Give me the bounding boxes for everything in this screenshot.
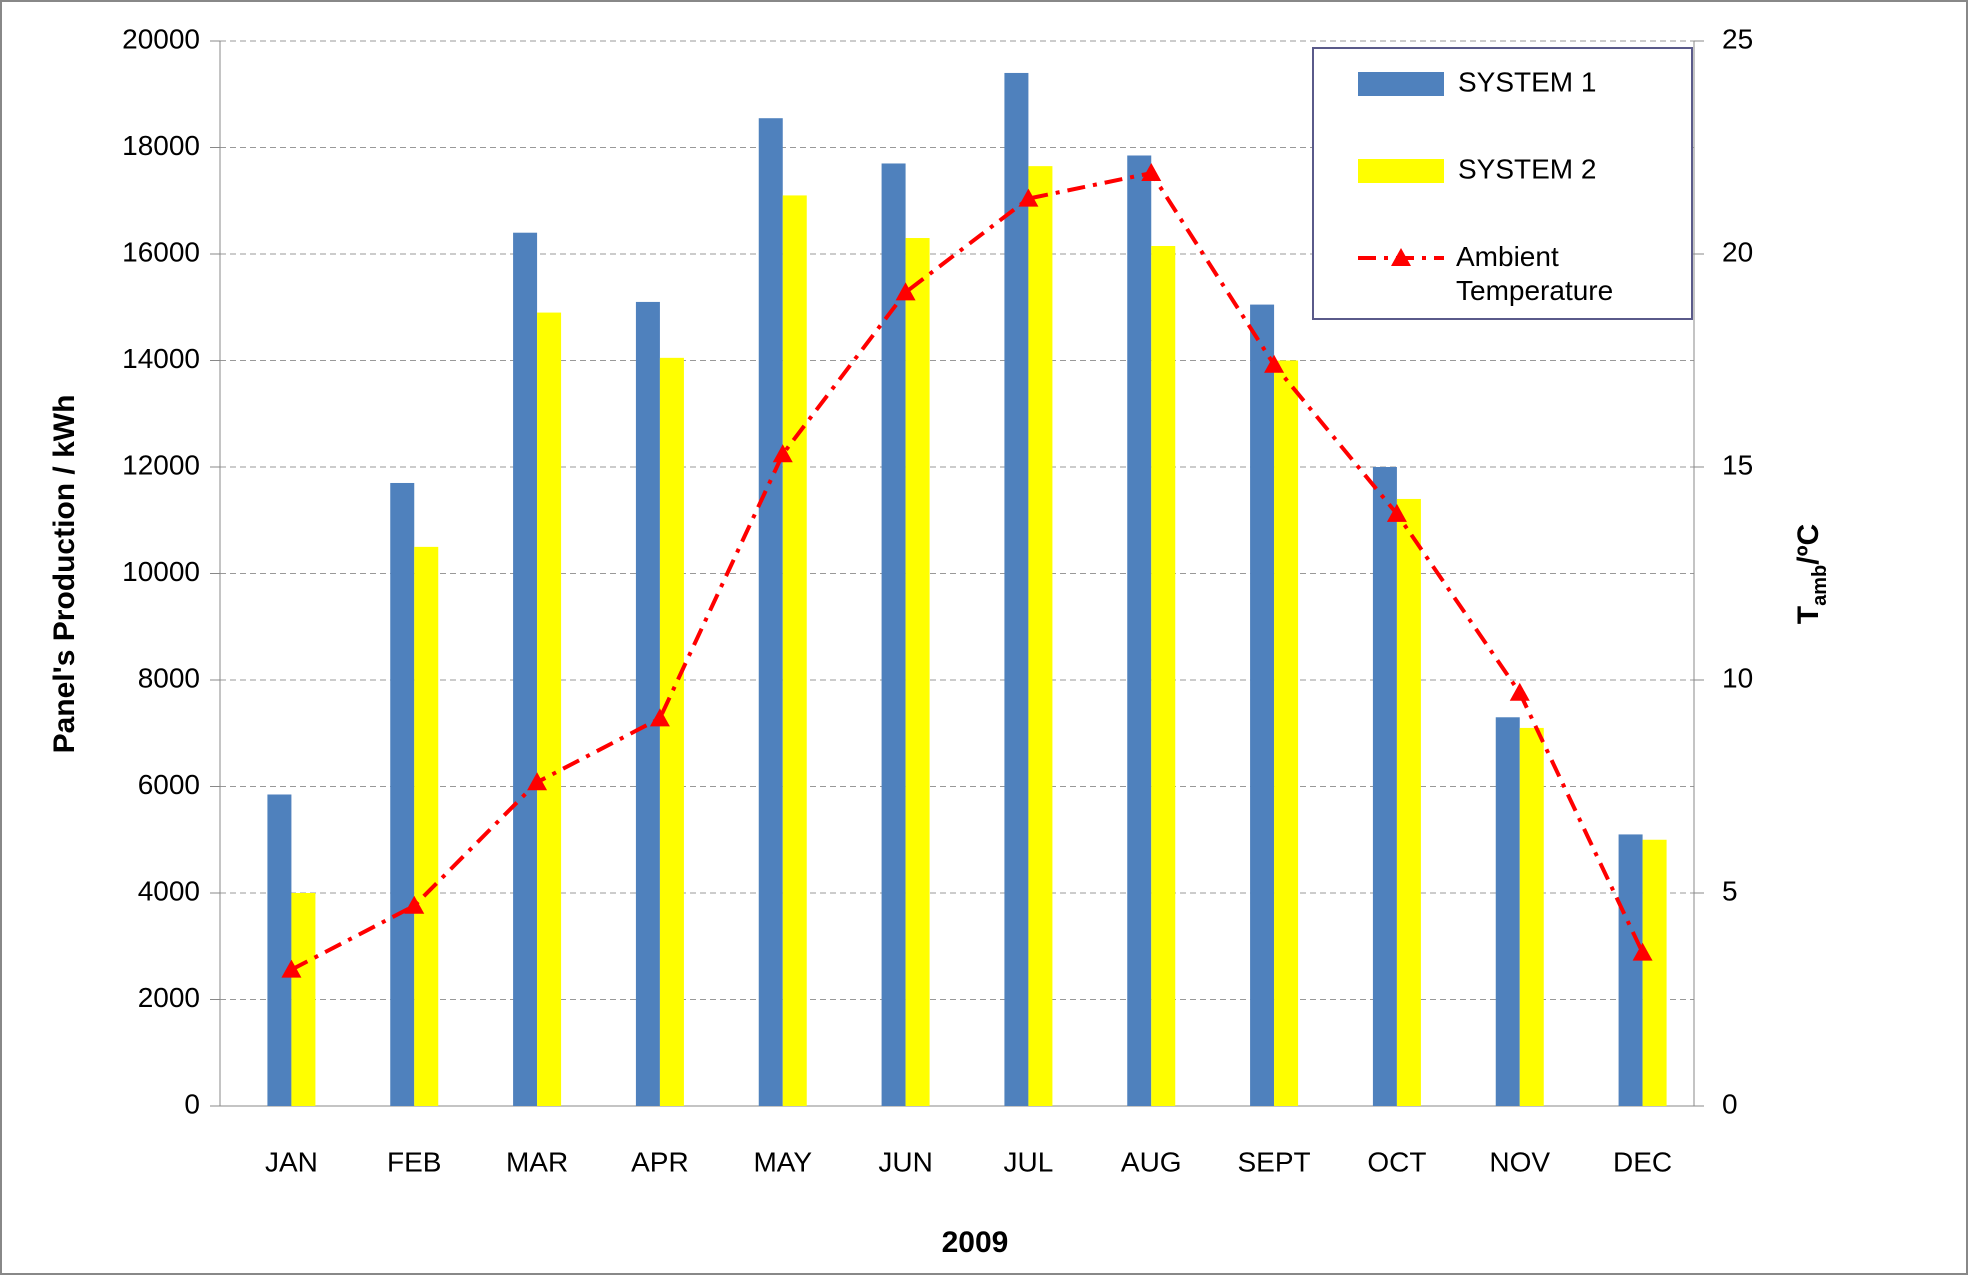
x-tick-label: MAY [753, 1146, 812, 1177]
y-tick-label: 10000 [122, 556, 200, 587]
y2-tick-label: 0 [1722, 1088, 1738, 1119]
x-tick-label: MAR [506, 1146, 568, 1177]
bar [1618, 834, 1643, 1106]
marker [1386, 503, 1407, 522]
marker [404, 895, 425, 914]
y-tick-label: 0 [184, 1088, 200, 1119]
y-tick-label: 8000 [138, 662, 200, 693]
y-tick-label: 4000 [138, 875, 200, 906]
bar [267, 794, 292, 1106]
legend-label: Ambient Temperature [1456, 241, 1614, 306]
bar [635, 301, 660, 1106]
bar [537, 312, 562, 1106]
x-tick-label: SEPT [1238, 1146, 1311, 1177]
y2-title-sub: amb [1809, 565, 1831, 606]
bar [1127, 155, 1152, 1107]
bar [1495, 717, 1520, 1106]
x-tick-label: JAN [265, 1146, 318, 1177]
y-tick-label: 2000 [138, 982, 200, 1013]
marker [772, 444, 793, 463]
x-tick-label: DEC [1613, 1146, 1672, 1177]
legend-label: SYSTEM 2 [1458, 153, 1596, 184]
x-tick-label: OCT [1367, 1146, 1426, 1177]
x-tick-label: JUN [878, 1146, 932, 1177]
marker [1141, 163, 1162, 182]
x-axis-title: 2009 [942, 1226, 1009, 1259]
y-tick-label: 16000 [122, 236, 200, 267]
marker [1264, 354, 1285, 373]
y2-title-main: T [1792, 606, 1825, 624]
y-tick-label: 20000 [122, 23, 200, 54]
bar [513, 232, 538, 1106]
bar [1396, 498, 1421, 1106]
x-tick-label: AUG [1121, 1146, 1182, 1177]
y2-axis-title: Tamb/ºC [1792, 524, 1831, 624]
bar [1642, 839, 1667, 1106]
bar [414, 546, 439, 1106]
y2-title-unit: /ºC [1792, 524, 1825, 565]
marker [1632, 942, 1653, 961]
bar [905, 238, 930, 1106]
x-tick-label: NOV [1489, 1146, 1550, 1177]
marker [1018, 188, 1039, 207]
legend-swatch [1358, 159, 1444, 183]
y2-tick-label: 25 [1722, 23, 1753, 54]
y2-tick-label: 5 [1722, 875, 1738, 906]
y-tick-label: 14000 [122, 343, 200, 374]
marker [527, 772, 548, 791]
x-tick-label: FEB [387, 1146, 441, 1177]
bar [1151, 246, 1176, 1106]
bar [881, 163, 906, 1107]
bar [782, 195, 807, 1107]
line [290, 170, 1645, 972]
bar [1250, 304, 1275, 1106]
legend-marker [1391, 248, 1411, 266]
x-tick-label: JUL [1004, 1146, 1054, 1177]
bar [390, 482, 415, 1107]
bar [1028, 166, 1053, 1106]
marker [649, 708, 670, 727]
marker [281, 959, 302, 978]
bar [1519, 727, 1544, 1106]
y2-tick-label: 20 [1722, 236, 1753, 267]
legend-swatch [1358, 72, 1444, 96]
bar [1372, 467, 1397, 1106]
y-axis-title: Panel's Production / kWh [48, 395, 81, 754]
y-tick-label: 18000 [122, 130, 200, 161]
bar [1274, 360, 1299, 1106]
y-tick-label: 12000 [122, 449, 200, 480]
marker [1509, 682, 1530, 701]
y2-tick-label: 15 [1722, 449, 1753, 480]
legend-label: SYSTEM 1 [1458, 66, 1596, 97]
bar [659, 357, 684, 1106]
x-tick-label: APR [631, 1146, 689, 1177]
marker [895, 282, 916, 301]
bar [291, 893, 316, 1106]
legend-label-wrap: Ambient Temperature [1456, 241, 1614, 306]
bar [1004, 72, 1029, 1107]
y2-tick-label: 10 [1722, 662, 1753, 693]
y-tick-label: 6000 [138, 769, 200, 800]
bar [758, 118, 783, 1106]
